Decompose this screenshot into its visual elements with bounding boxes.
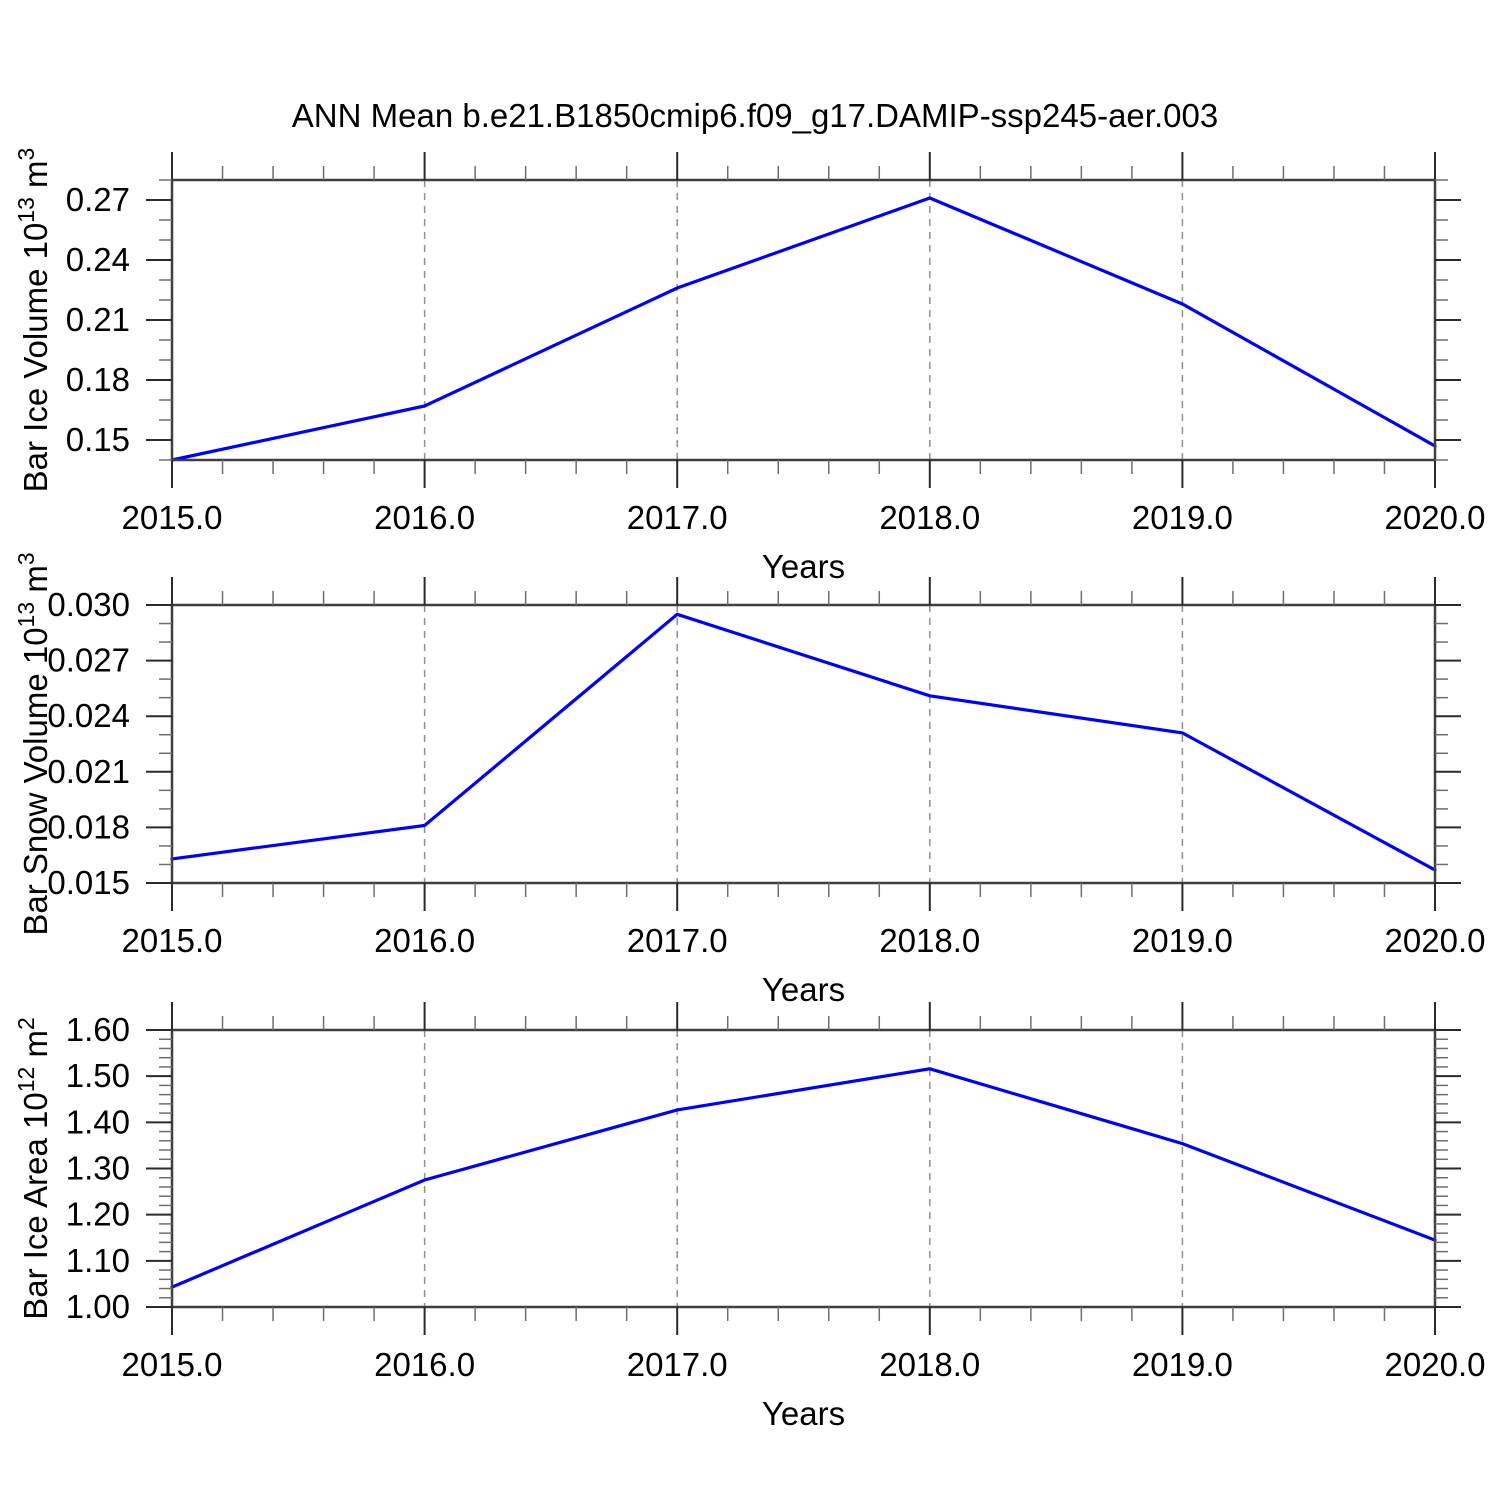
y-tick-label: 0.018 — [47, 808, 130, 845]
x-tick-label: 2015.0 — [122, 1346, 223, 1383]
x-tick-label: 2019.0 — [1132, 1346, 1233, 1383]
x-tick-label: 2016.0 — [374, 499, 475, 536]
x-tick-label: 2020.0 — [1385, 499, 1486, 536]
y-axis-label: Bar Ice Volume 1013 m3 — [13, 148, 54, 493]
y-axis-label: Bar Ice Area 1012 m2 — [13, 1017, 54, 1320]
page-title: ANN Mean b.e21.B1850cmip6.f09_g17.DAMIP-… — [291, 97, 1219, 134]
y-tick-label: 1.10 — [66, 1242, 130, 1279]
x-axis-label: Years — [762, 548, 845, 585]
x-tick-label: 2017.0 — [627, 499, 728, 536]
bar-ice-volume-chart: 0.15 0.18 0.21 0.24 0.27 2015.0 2016.0 2017.0 20… — [13, 148, 1485, 585]
x-tick-label: 2017.0 — [627, 1346, 728, 1383]
y-tick-label: 0.15 — [66, 421, 130, 458]
x-tick-label: 2018.0 — [879, 922, 980, 959]
y-tick-label: 0.027 — [47, 642, 130, 679]
data-line-bar-snow-volume — [170, 612, 1437, 872]
bar-ice-area-chart: 1.00 1.10 1.20 1.30 1.40 1.50 1.60 2015.0 2016.0… — [13, 1002, 1485, 1432]
charts-root: 0.15 0.18 0.21 0.24 0.27 2015.0 2016.0 2017.0 20… — [13, 148, 1485, 1432]
y-tick-label: 0.18 — [66, 361, 130, 398]
bar-snow-volume-chart: 0.015 0.018 0.021 0.024 0.027 0.030 2015.0 2016… — [13, 552, 1485, 1008]
y-tick-label: 1.20 — [66, 1196, 130, 1233]
y-tick-label: 1.30 — [66, 1150, 130, 1187]
y-tick-label: 0.21 — [66, 301, 130, 338]
y-tick-label: 1.40 — [66, 1103, 130, 1140]
y-tick-label: 0.27 — [66, 181, 130, 218]
x-tick-label: 2015.0 — [122, 922, 223, 959]
x-axis-label: Years — [762, 1395, 845, 1432]
y-tick-label: 0.021 — [47, 753, 130, 790]
x-tick-label: 2016.0 — [374, 922, 475, 959]
y-tick-label: 1.50 — [66, 1057, 130, 1094]
x-tick-label: 2018.0 — [879, 1346, 980, 1383]
x-tick-label: 2020.0 — [1385, 1346, 1486, 1383]
y-tick-label: 0.030 — [47, 586, 130, 623]
y-tick-label: 1.60 — [66, 1011, 130, 1048]
x-tick-label: 2019.0 — [1132, 922, 1233, 959]
x-tick-label: 2016.0 — [374, 1346, 475, 1383]
y-tick-label: 0.015 — [47, 864, 130, 901]
y-tick-label: 0.024 — [47, 697, 130, 734]
x-tick-label: 2018.0 — [879, 499, 980, 536]
data-line-bar-ice-area — [170, 1067, 1437, 1289]
plot-frame — [170, 603, 1437, 885]
y-tick-label: 1.00 — [66, 1288, 130, 1325]
x-tick-label: 2017.0 — [627, 922, 728, 959]
x-tick-label: 2019.0 — [1132, 499, 1233, 536]
x-tick-label: 2020.0 — [1385, 922, 1486, 959]
y-axis-label: Bar Snow Volume 1013 m3 — [13, 552, 54, 935]
x-axis-label: Years — [762, 971, 845, 1008]
y-tick-label: 0.24 — [66, 241, 130, 278]
x-tick-label: 2015.0 — [122, 499, 223, 536]
data-line-bar-ice-volume — [170, 196, 1437, 462]
